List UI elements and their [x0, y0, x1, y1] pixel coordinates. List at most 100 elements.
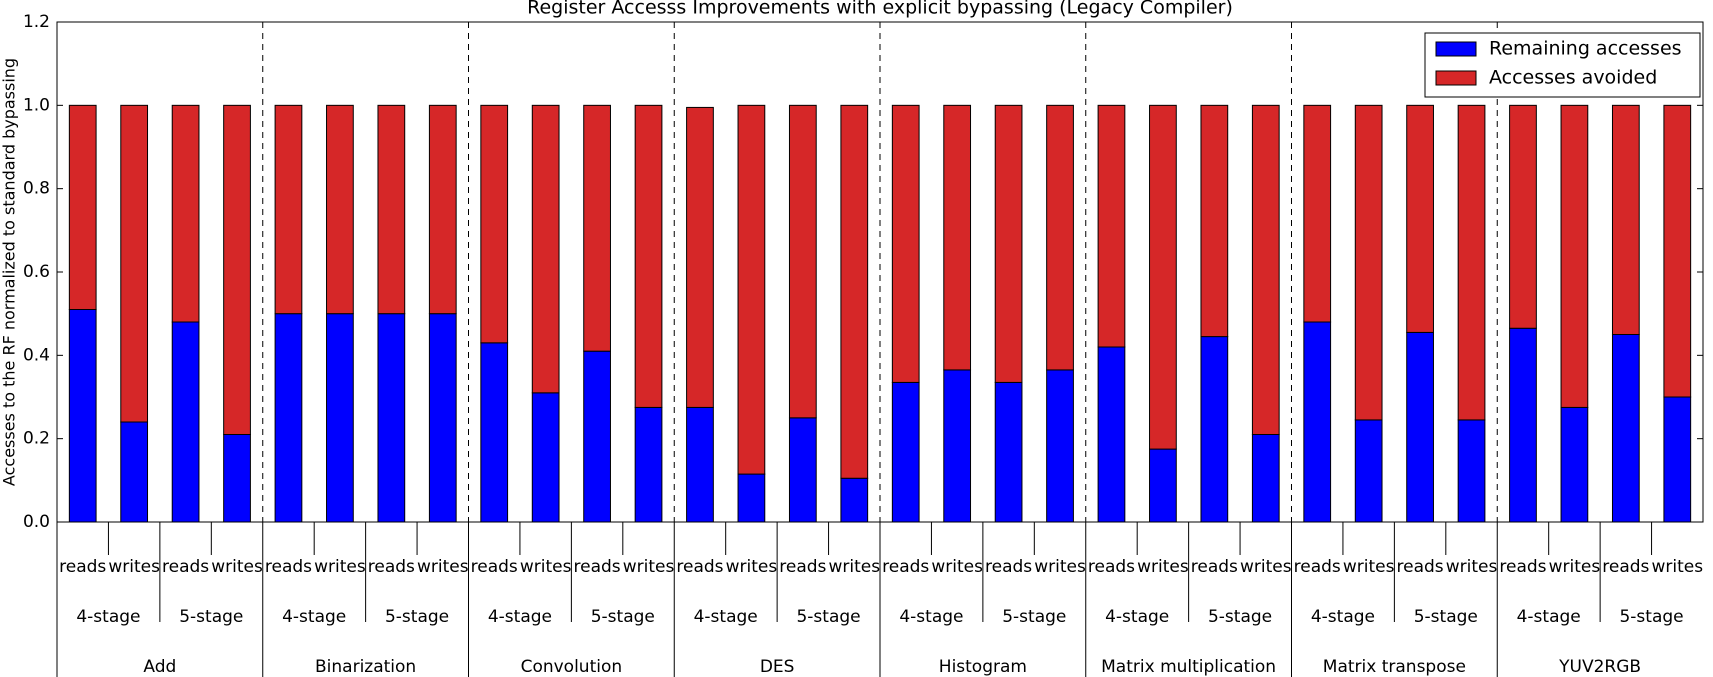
- bar-segment: [171, 104, 200, 323]
- bar-segment: [1303, 321, 1332, 523]
- bar-segment: [686, 406, 714, 523]
- x-tick-label: reads: [162, 557, 209, 577]
- bar-segment: [1149, 448, 1177, 523]
- bar-segment: [788, 417, 817, 523]
- stage-label: 4-stage: [76, 607, 140, 627]
- bar-segment: [1560, 104, 1589, 408]
- x-tick-label: writes: [1549, 557, 1601, 577]
- stage-label: 4-stage: [1517, 607, 1581, 627]
- x-tick-label: reads: [1191, 557, 1238, 577]
- chart-title: Register Accesss Improvements with expli…: [527, 0, 1233, 19]
- legend-label: Accesses avoided: [1489, 67, 1657, 89]
- bar-segment: [1200, 336, 1229, 523]
- stage-label: 5-stage: [1619, 607, 1683, 627]
- x-tick-label: writes: [1137, 557, 1189, 577]
- group-label: Matrix multiplication: [1101, 657, 1276, 677]
- bar-segment: [1046, 369, 1074, 523]
- x-tick-label: reads: [1499, 557, 1546, 577]
- bar-segment: [1149, 104, 1177, 450]
- stage-label: 5-stage: [179, 607, 243, 627]
- x-tick-label: writes: [623, 557, 675, 577]
- x-tick-label: reads: [574, 557, 621, 577]
- stage-label: 4-stage: [282, 607, 346, 627]
- bar-segment: [1663, 104, 1692, 398]
- bar-segment: [1251, 104, 1280, 435]
- bar-segment: [1509, 104, 1537, 329]
- bar-segment: [1200, 104, 1229, 338]
- x-tick-label: reads: [779, 557, 826, 577]
- y-tick-label: 0.6: [23, 262, 50, 282]
- bar-segment: [377, 313, 406, 523]
- y-tick-label: 0.0: [23, 512, 50, 532]
- bar-segment: [1046, 104, 1074, 371]
- bar-segment: [171, 321, 200, 523]
- x-tick-label: writes: [828, 557, 880, 577]
- bar-segment: [120, 421, 149, 523]
- group-label: Convolution: [521, 657, 623, 677]
- bar-segment: [1611, 104, 1640, 336]
- bar-segment: [994, 381, 1023, 523]
- bar-segment: [223, 434, 251, 523]
- bar-segment: [686, 106, 714, 408]
- bar-segment: [326, 313, 354, 523]
- bar-segment: [840, 104, 869, 479]
- bar-segment: [1560, 406, 1589, 523]
- bar-segment: [480, 342, 509, 523]
- bar-segment: [1097, 346, 1126, 523]
- x-tick-label: writes: [931, 557, 983, 577]
- bar-segment: [891, 381, 920, 523]
- x-tick-label: writes: [726, 557, 778, 577]
- bar-segment: [788, 104, 817, 419]
- y-tick-label: 1.2: [23, 12, 50, 32]
- bar-segment: [274, 104, 303, 315]
- bar-segment: [223, 104, 251, 435]
- bar-segment: [377, 104, 406, 315]
- stage-label: 4-stage: [694, 607, 758, 627]
- x-tick-label: reads: [882, 557, 929, 577]
- y-tick-label: 0.4: [23, 345, 50, 365]
- bar-segment: [1457, 419, 1486, 523]
- y-tick-label: 1.0: [23, 95, 50, 115]
- bar-segment: [428, 104, 457, 315]
- x-tick-label: writes: [1343, 557, 1395, 577]
- group-label: Matrix transpose: [1323, 657, 1466, 677]
- stage-label: 5-stage: [385, 607, 449, 627]
- x-tick-label: writes: [1240, 557, 1292, 577]
- bar-segment: [531, 392, 560, 523]
- bar-segment: [68, 104, 97, 311]
- bar-segment: [1406, 331, 1434, 523]
- bar-segment: [737, 473, 766, 523]
- stage-label: 4-stage: [488, 607, 552, 627]
- bar-segment: [480, 104, 509, 344]
- x-tick-label: reads: [1088, 557, 1135, 577]
- x-tick-label: writes: [108, 557, 160, 577]
- x-tick-label: writes: [1446, 557, 1498, 577]
- bar-segment: [583, 350, 611, 523]
- x-tick-label: writes: [314, 557, 366, 577]
- bar-segment: [943, 104, 972, 371]
- bar-segment: [274, 313, 303, 523]
- x-tick-label: writes: [520, 557, 572, 577]
- group-label: Add: [143, 657, 176, 677]
- bar-segment: [428, 313, 457, 523]
- group-label: Binarization: [315, 657, 416, 677]
- stage-label: 5-stage: [1414, 607, 1478, 627]
- bar-segment: [1457, 104, 1486, 421]
- legend-swatch: [1435, 41, 1477, 57]
- x-tick-label: reads: [1294, 557, 1341, 577]
- bar-segment: [634, 104, 663, 408]
- bar-segment: [1097, 104, 1126, 348]
- bar-segment: [1663, 396, 1692, 523]
- x-tick-label: reads: [59, 557, 106, 577]
- x-tick-label: writes: [1651, 557, 1703, 577]
- group-label: YUV2RGB: [1558, 657, 1641, 677]
- bar-segment: [943, 369, 972, 523]
- bar-segment: [1611, 334, 1640, 523]
- bar-segment: [1251, 434, 1280, 523]
- stage-label: 5-stage: [591, 607, 655, 627]
- legend-label: Remaining accesses: [1489, 38, 1682, 60]
- bar-segment: [1354, 419, 1383, 523]
- x-tick-label: reads: [985, 557, 1032, 577]
- stage-label: 5-stage: [796, 607, 860, 627]
